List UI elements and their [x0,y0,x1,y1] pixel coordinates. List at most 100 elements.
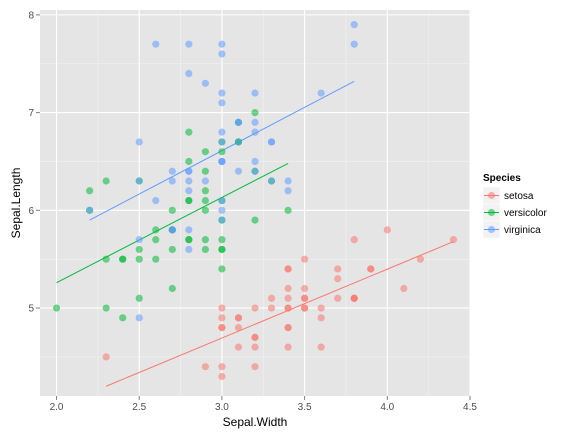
data-point-setosa [334,275,342,283]
data-point-virginica [135,138,143,146]
data-point-setosa [449,236,458,244]
y-axis-title: Sepal.Length [9,168,23,239]
data-point-virginica [185,40,193,48]
data-point-virginica [218,206,226,214]
data-points [52,21,458,381]
data-point-setosa [251,304,259,312]
data-point-virginica [218,196,226,205]
data-point-virginica [251,167,259,175]
data-point-versicolor [119,255,127,263]
data-point-versicolor [135,294,143,302]
data-point-virginica [251,157,259,166]
data-point-versicolor [185,128,193,136]
data-point-virginica [218,40,226,48]
data-point-virginica [185,187,193,195]
data-point-versicolor [201,148,209,156]
x-axis-title: Sepal.Width [223,415,288,429]
data-point-versicolor [168,245,176,254]
data-point-setosa [367,265,375,273]
data-point-setosa [234,323,243,332]
data-point-versicolor [102,177,110,185]
x-tick-label: 4.0 [380,402,394,413]
data-point-virginica [185,245,193,254]
data-point-setosa [218,314,226,322]
data-point-versicolor [135,255,143,263]
data-point-virginica [267,177,276,185]
data-point-versicolor [284,206,292,214]
data-point-setosa [301,255,309,263]
data-point-virginica [185,167,193,175]
data-point-virginica [201,79,209,87]
legend-key-point [487,225,496,234]
data-point-virginica [218,128,226,136]
x-axis-ticks: 2.0 2.5 3.0 3.5 4.0 4.5 [50,396,477,413]
data-point-versicolor [201,236,209,244]
data-point-setosa [284,323,292,332]
data-point-setosa [284,284,292,293]
x-tick-label: 3.0 [215,402,229,413]
data-point-versicolor [185,157,193,166]
data-point-setosa [251,363,259,371]
data-point-versicolor [102,304,110,312]
data-point-versicolor [201,167,209,175]
data-point-setosa [218,323,226,332]
legend-key-point [487,208,496,217]
data-point-versicolor [201,196,209,205]
data-point-setosa [301,294,309,302]
data-point-versicolor [251,216,259,224]
legend: Species setosa versicolor virginica [482,173,547,239]
y-tick-label: 5 [28,304,34,315]
data-point-virginica [251,128,259,136]
y-tick-label: 6 [28,206,34,217]
data-point-virginica [234,118,243,126]
data-point-setosa [383,226,391,234]
data-point-versicolor [152,255,160,263]
data-point-setosa [251,343,259,351]
data-point-virginica [284,187,292,195]
data-point-virginica [234,138,243,146]
legend-key-point [487,191,496,200]
data-point-virginica [185,226,193,234]
data-point-virginica [218,216,226,224]
data-point-versicolor [201,206,209,214]
x-tick-label: 2.0 [50,402,64,413]
data-point-versicolor [152,236,160,244]
legend-label-virginica: virginica [504,225,541,236]
data-point-virginica [135,236,143,244]
data-point-versicolor [201,187,209,195]
data-point-virginica [218,50,226,58]
data-point-setosa [284,265,292,273]
data-point-setosa [284,294,292,302]
legend-items: setosa versicolor virginica [482,186,547,239]
data-point-versicolor [218,148,226,156]
data-point-virginica [267,138,276,146]
data-point-virginica [234,167,243,175]
x-tick-label: 2.5 [132,402,146,413]
legend-label-versicolor: versicolor [504,208,547,219]
data-point-virginica [185,177,193,185]
data-point-virginica [251,118,259,126]
fit-line-versicolor [56,162,289,284]
data-point-setosa [201,363,209,371]
data-point-setosa [350,294,358,302]
data-point-versicolor [86,187,94,195]
y-tick-label: 7 [28,108,34,119]
data-point-virginica [284,177,292,185]
data-point-setosa [400,284,408,293]
data-point-versicolor [52,304,61,312]
plot-panel [40,10,470,396]
x-tick-label: 3.5 [298,402,312,413]
data-point-versicolor [135,245,143,254]
data-point-virginica [185,69,193,78]
data-point-virginica [350,40,358,48]
data-point-setosa [234,343,243,351]
y-axis-ticks: 5 6 7 8 [28,10,40,315]
data-point-versicolor [168,206,176,214]
data-point-setosa [301,284,309,293]
data-point-versicolor [119,314,127,322]
data-point-virginica [201,177,209,185]
data-point-setosa [218,363,226,371]
data-point-versicolor [185,196,193,205]
data-point-setosa [334,294,342,302]
